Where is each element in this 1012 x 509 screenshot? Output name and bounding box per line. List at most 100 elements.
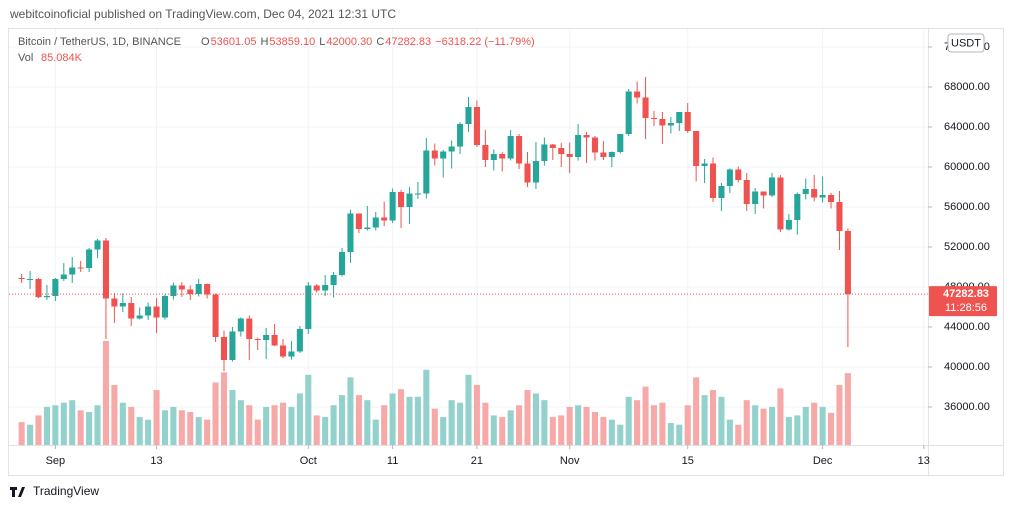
volume-bar bbox=[94, 405, 101, 445]
volume-bar bbox=[431, 408, 438, 445]
countdown: 11:28:56 bbox=[945, 302, 987, 314]
last-price-box bbox=[929, 286, 997, 317]
volume-bar bbox=[43, 406, 50, 445]
volume-bar bbox=[811, 402, 818, 445]
y-tick-label: 56000.00 bbox=[944, 201, 990, 213]
candle-body bbox=[768, 177, 776, 196]
volume-bar bbox=[364, 400, 371, 445]
volume-bar bbox=[760, 408, 767, 445]
candle-body bbox=[718, 186, 725, 198]
volume-bar bbox=[558, 415, 565, 445]
candle-body bbox=[52, 279, 59, 296]
logo: TradingView bbox=[10, 484, 99, 498]
candle-body bbox=[43, 296, 50, 298]
candle-body bbox=[844, 230, 851, 295]
volume-bar bbox=[743, 400, 750, 445]
volume-bar bbox=[170, 406, 177, 445]
volume-bar bbox=[684, 405, 691, 445]
candle-body bbox=[591, 137, 599, 153]
volume-bar bbox=[693, 377, 700, 445]
candle-body bbox=[583, 135, 590, 138]
candle-body bbox=[457, 124, 464, 147]
candle-body bbox=[271, 335, 278, 346]
volume-bar bbox=[819, 406, 826, 445]
candle-body bbox=[541, 144, 548, 161]
candle-body bbox=[507, 136, 514, 159]
candle-body bbox=[364, 227, 371, 229]
legend-key: O bbox=[201, 36, 210, 48]
x-tick-label: 11 bbox=[387, 455, 398, 467]
candle-body bbox=[836, 202, 843, 231]
volume-bar bbox=[195, 417, 202, 445]
volume-bar bbox=[398, 389, 405, 445]
volume-bar bbox=[541, 400, 548, 445]
volume-bar bbox=[482, 402, 489, 445]
x-tick-label: Oct bbox=[300, 455, 317, 467]
candle-body bbox=[77, 267, 84, 269]
volume-bar bbox=[279, 402, 287, 445]
candle-body bbox=[465, 107, 472, 124]
candle-body bbox=[372, 217, 379, 228]
volume-bar bbox=[423, 369, 430, 445]
y-tick-label: 52000.00 bbox=[944, 241, 990, 253]
candle-body bbox=[828, 195, 835, 202]
candle-body bbox=[398, 192, 405, 207]
candle-body bbox=[60, 274, 67, 279]
volume-bar bbox=[27, 424, 34, 445]
attribution: webitcoinoficial published on TradingVie… bbox=[9, 7, 396, 21]
candle-body bbox=[296, 329, 303, 352]
candle-body bbox=[794, 194, 801, 220]
candle-body bbox=[18, 278, 25, 279]
volume-bar bbox=[583, 406, 590, 445]
candle-body bbox=[819, 195, 826, 198]
volume-bar bbox=[271, 405, 278, 445]
candle-body bbox=[726, 169, 733, 186]
volume-bar bbox=[136, 417, 143, 445]
candle-body bbox=[119, 303, 126, 307]
candle-body bbox=[423, 150, 430, 194]
candle-body bbox=[305, 285, 312, 329]
volume-bar bbox=[86, 412, 93, 445]
currency: USDT bbox=[951, 37, 981, 49]
volume-bar bbox=[465, 374, 472, 445]
candle-body bbox=[473, 107, 480, 145]
y-tick-label: 68000.00 bbox=[944, 81, 990, 93]
x-tick-label: Sep bbox=[46, 455, 66, 467]
volume-bar bbox=[414, 396, 421, 445]
volume-bar bbox=[153, 390, 160, 445]
candle-body bbox=[338, 252, 346, 275]
legend-value: 53601.05 bbox=[211, 36, 257, 48]
candle-body bbox=[111, 298, 118, 307]
volume-bar bbox=[406, 396, 413, 445]
axes: 36000.0040000.0044000.0048000.0052000.00… bbox=[9, 33, 997, 467]
volume-bar bbox=[18, 422, 25, 445]
candle-body bbox=[490, 154, 497, 160]
candle-body bbox=[516, 136, 523, 164]
candle-body bbox=[752, 191, 759, 204]
candle-body bbox=[709, 163, 717, 198]
grid bbox=[9, 29, 928, 445]
candle-body bbox=[406, 193, 413, 207]
volume-bar bbox=[718, 396, 725, 445]
volume-bar bbox=[296, 393, 303, 445]
candle-body bbox=[313, 285, 320, 291]
candle-body bbox=[701, 163, 708, 166]
candle-body bbox=[86, 249, 93, 268]
legend: Bitcoin / TetherUS, 1D, BINANCE Vol 85.0… bbox=[18, 36, 535, 64]
candle-body bbox=[760, 191, 767, 196]
candle-body bbox=[625, 91, 632, 134]
candle-body bbox=[170, 285, 177, 296]
candle-body bbox=[204, 284, 211, 295]
candle-body bbox=[642, 97, 649, 118]
legend-value: 47282.83 bbox=[385, 36, 431, 48]
candle-body bbox=[229, 331, 236, 360]
volume-bar bbox=[355, 395, 362, 445]
candle-body bbox=[212, 294, 219, 337]
volume-bar bbox=[204, 419, 211, 445]
volume-bar bbox=[490, 415, 497, 445]
volume-bar bbox=[69, 400, 76, 445]
volume-bar bbox=[844, 373, 851, 445]
volume-bar bbox=[372, 419, 379, 445]
candle-body bbox=[69, 267, 76, 275]
candle-body bbox=[667, 123, 674, 126]
